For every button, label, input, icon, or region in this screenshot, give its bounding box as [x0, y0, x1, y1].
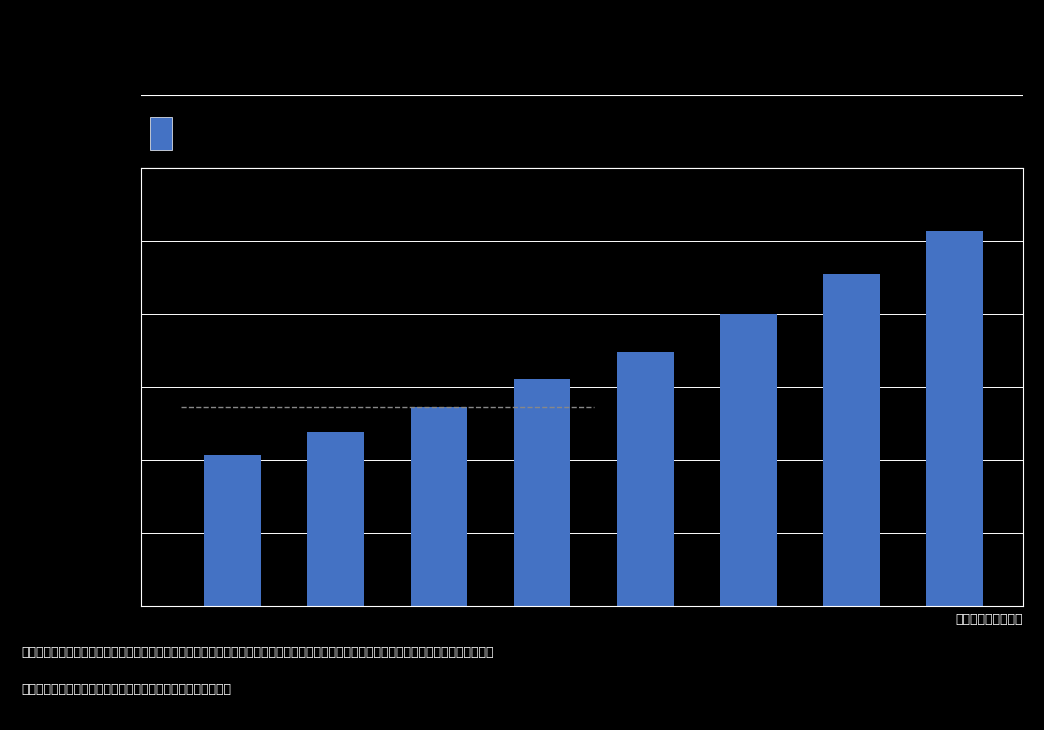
- Bar: [926, 231, 983, 606]
- Bar: [617, 352, 673, 606]
- Bar: [720, 315, 777, 606]
- Text: 注２．　２０２３年度は見込み、２０２４年度以降は予測値。: 注２． ２０２３年度は見込み、２０２４年度以降は予測値。: [21, 683, 231, 696]
- Bar: [205, 455, 261, 606]
- Bar: [410, 407, 468, 606]
- Text: 注１．　市場規模は、アフィリエイト広告の成果報酬額、手数料、諸費用（初期費用、月額費用、オプション費用等）などを合算し、算出。: 注１． 市場規模は、アフィリエイト広告の成果報酬額、手数料、諸費用（初期費用、月…: [21, 646, 494, 659]
- Bar: [823, 274, 880, 606]
- FancyBboxPatch shape: [149, 117, 172, 150]
- Bar: [514, 380, 570, 606]
- Text: 矢野経済研究所調べ: 矢野経済研究所調べ: [955, 613, 1023, 626]
- Bar: [307, 432, 364, 606]
